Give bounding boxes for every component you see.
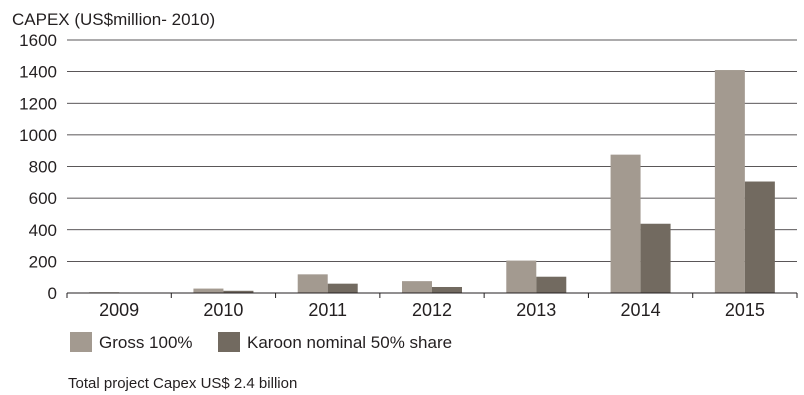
- bar-karoon-2011: [327, 283, 358, 293]
- bar-gross-2014: [610, 154, 641, 293]
- bar-gross-2015: [714, 70, 745, 293]
- bar-karoon-2013: [536, 276, 567, 293]
- gridlines: [67, 39, 797, 262]
- legend-label-gross: Gross 100%: [99, 333, 193, 352]
- bars: [89, 70, 775, 293]
- x-tick-label: 2012: [412, 300, 452, 320]
- bar-gross-2010: [193, 288, 224, 293]
- y-tick-label: 200: [29, 252, 57, 271]
- y-axis-label: CAPEX (US$million- 2010): [12, 10, 215, 29]
- y-tick-labels: 0 200 400 600 800 1000 1200 1400 1600: [19, 31, 57, 303]
- y-tick-label: 1400: [19, 63, 57, 82]
- bar-karoon-2010: [223, 290, 254, 293]
- bar-gross-2012: [402, 281, 432, 293]
- x-tick-label: 2014: [621, 300, 661, 320]
- y-tick-label: 0: [48, 284, 57, 303]
- x-tick-label: 2009: [99, 300, 139, 320]
- bar-gross-2013: [506, 260, 537, 293]
- total-capex-note: Total project Capex US$ 2.4 billion: [68, 375, 297, 392]
- bar-karoon-2014: [640, 223, 671, 293]
- legend-label-karoon: Karoon nominal 50% share: [247, 333, 452, 352]
- y-tick-label: 600: [29, 189, 57, 208]
- y-tick-label: 1600: [19, 31, 57, 50]
- legend-swatch-karoon: [218, 332, 240, 352]
- x-tick-label: 2013: [516, 300, 556, 320]
- x-tick-label: 2015: [725, 300, 765, 320]
- x-tick-label: 2010: [203, 300, 243, 320]
- bar-karoon-2012: [432, 286, 462, 293]
- legend: Gross 100% Karoon nominal 50% share: [70, 332, 452, 352]
- y-tick-label: 1200: [19, 94, 57, 113]
- y-tick-label: 400: [29, 221, 57, 240]
- y-tick-label: 1000: [19, 126, 57, 145]
- x-tick-labels: 2009 2010 2011 2012 2013 2014 2015: [66, 293, 798, 320]
- bar-gross-2011: [297, 274, 328, 293]
- bar-karoon-2015: [744, 181, 775, 293]
- y-tick-label: 800: [29, 158, 57, 177]
- legend-swatch-gross: [70, 332, 92, 352]
- x-tick-label: 2011: [308, 300, 347, 320]
